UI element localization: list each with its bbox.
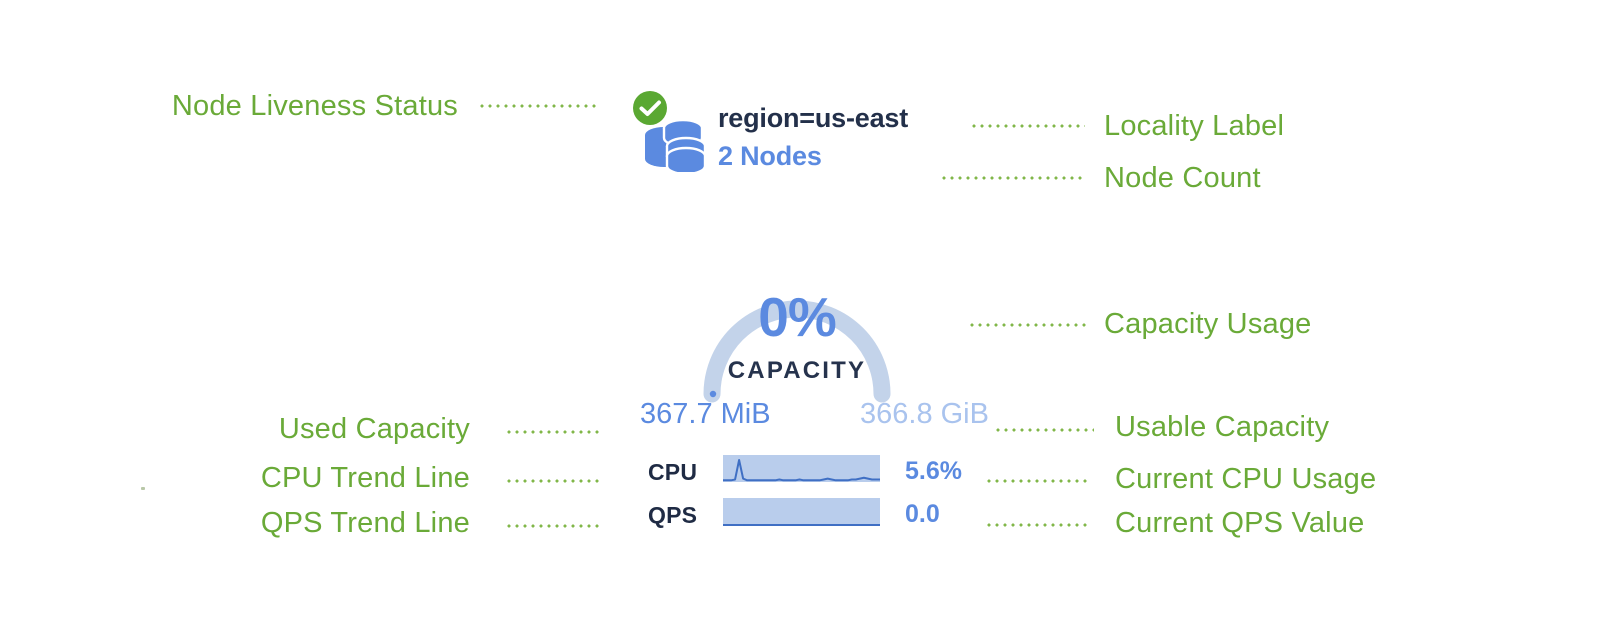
gauge-center-readout: 0% CAPACITY [642,290,952,385]
leader-node-liveness-status [478,104,600,108]
gauge-fill-indicator [709,390,717,398]
leader-current-qps-value [985,523,1090,527]
annotation-node-count: Node Count [1104,162,1261,194]
usable-capacity-value: 366.8 GiB [860,398,989,430]
capacity-values-row: 367.7 MiB 366.8 GiB [620,398,1000,438]
leader-current-cpu-usage [985,479,1090,483]
database-stack-icon [645,118,707,172]
locality-label-text: region=us-east [718,103,909,133]
node-locality-widget[interactable]: region=us-east 2 Nodes 0% CAPACITY 367.7… [620,80,1000,550]
annotation-capacity-usage: Capacity Usage [1104,308,1312,340]
cpu-value: 5.6% [905,457,962,485]
annotation-current-cpu-usage: Current CPU Usage [1115,463,1377,495]
cpu-label: CPU [648,459,698,485]
qps-label: QPS [648,502,698,528]
qps-sparkline [723,498,880,528]
annotation-cpu-trend-line: CPU Trend Line [260,462,470,494]
qps-value: 0.0 [905,500,940,528]
annotation-used-capacity: Used Capacity [278,413,470,445]
annotation-node-liveness-status: Node Liveness Status [171,90,458,122]
annotation-current-qps-value: Current QPS Value [1115,507,1365,539]
cpu-sparkline [723,455,880,485]
leader-cpu-trend-line [505,479,600,483]
leader-used-capacity [505,430,600,434]
annotation-usable-capacity: Usable Capacity [1115,411,1330,443]
gauge-track [703,300,891,403]
node-count-text: 2 Nodes [718,141,822,172]
stray-speck [141,487,145,490]
metric-row-cpu: CPU 5.6% [620,455,1000,491]
leader-locality-label [970,124,1085,128]
used-capacity-value: 367.7 MiB [640,398,771,430]
liveness-check-icon [633,91,667,125]
leader-capacity-usage [968,323,1086,327]
leader-node-count [940,176,1085,180]
gauge-caption-text: CAPACITY [727,357,867,384]
leader-usable-capacity [994,428,1094,432]
leader-qps-trend-line [505,524,600,528]
node-cluster-icon-group[interactable] [632,91,710,172]
capacity-gauge[interactable]: 0% CAPACITY [642,198,952,408]
metric-row-qps: QPS 0.0 [620,498,1000,534]
annotation-qps-trend-line: QPS Trend Line [260,507,470,539]
locality-header: region=us-east 2 Nodes [718,104,908,171]
gauge-percent-text: 0% [758,286,837,348]
annotation-locality-label: Locality Label [1104,110,1285,142]
